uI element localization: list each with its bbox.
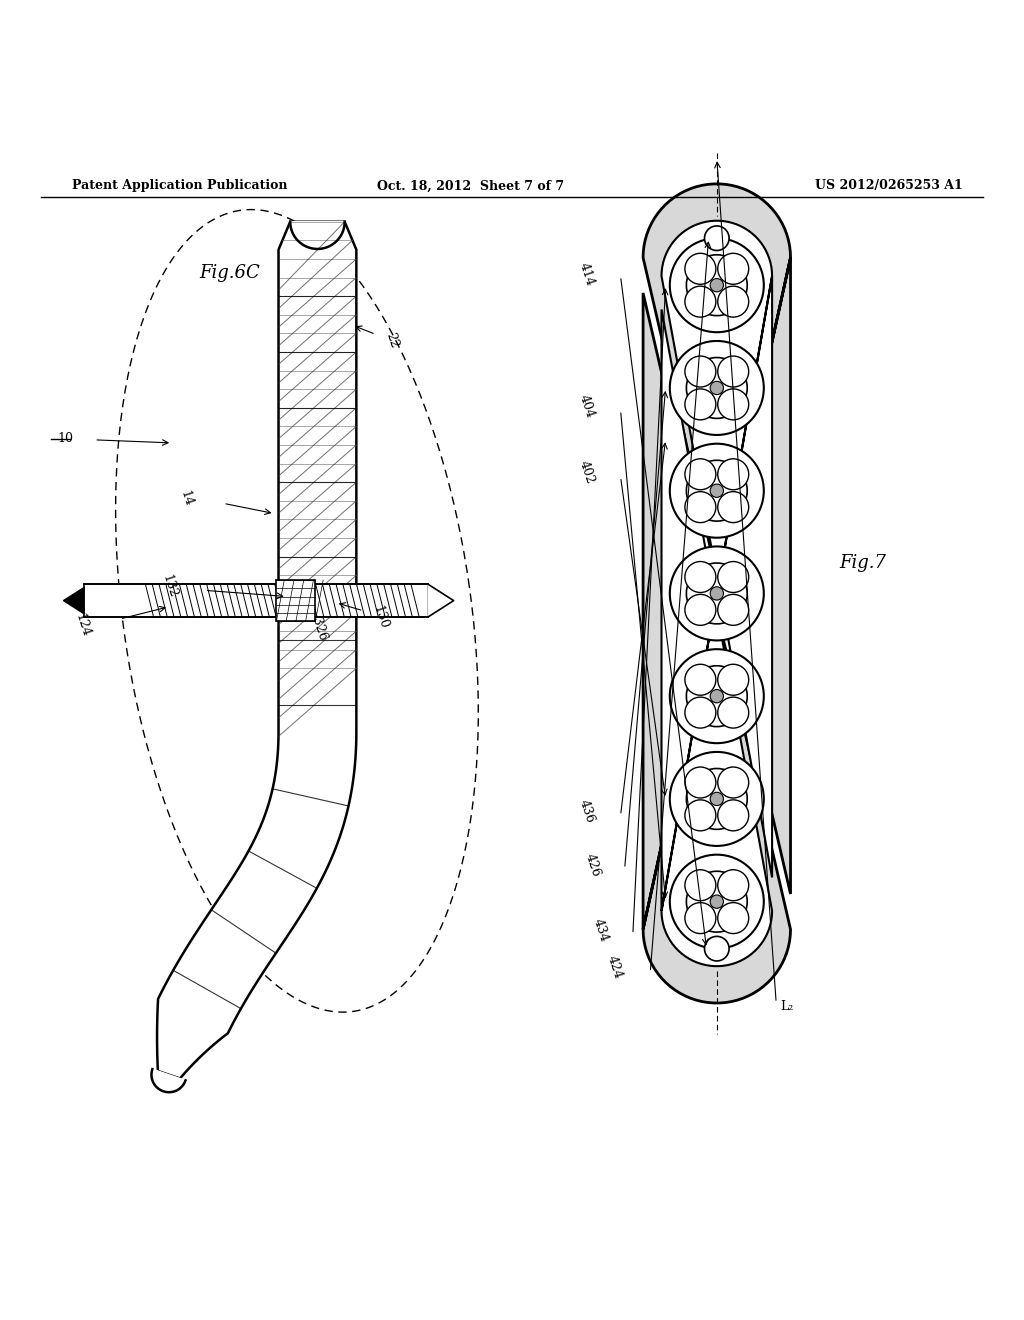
Circle shape <box>670 854 764 949</box>
Circle shape <box>718 697 749 729</box>
Circle shape <box>711 587 723 601</box>
Circle shape <box>685 459 716 490</box>
Text: US 2012/0265253 A1: US 2012/0265253 A1 <box>815 180 963 193</box>
Polygon shape <box>157 222 356 1078</box>
Circle shape <box>718 253 749 284</box>
Circle shape <box>711 792 723 805</box>
Text: 434: 434 <box>591 917 610 944</box>
Circle shape <box>711 689 723 702</box>
Circle shape <box>705 226 729 251</box>
Circle shape <box>711 381 723 395</box>
Circle shape <box>705 936 729 961</box>
Circle shape <box>718 903 749 933</box>
Circle shape <box>685 903 716 933</box>
Circle shape <box>686 564 748 624</box>
Circle shape <box>686 665 748 726</box>
Text: 14: 14 <box>177 488 195 508</box>
Circle shape <box>718 561 749 593</box>
Text: 414: 414 <box>578 260 597 288</box>
Circle shape <box>686 871 748 932</box>
Text: Fig.7: Fig.7 <box>840 553 887 572</box>
Circle shape <box>670 649 764 743</box>
Polygon shape <box>63 587 84 614</box>
Text: 402: 402 <box>578 459 597 486</box>
Circle shape <box>685 870 716 900</box>
Polygon shape <box>290 222 345 249</box>
Bar <box>84 585 428 616</box>
Circle shape <box>718 870 749 900</box>
Circle shape <box>686 461 748 521</box>
Circle shape <box>685 664 716 696</box>
Text: 326: 326 <box>309 616 329 643</box>
Circle shape <box>685 491 716 523</box>
Circle shape <box>711 484 723 498</box>
Text: 132: 132 <box>160 573 179 599</box>
Circle shape <box>670 238 764 333</box>
Circle shape <box>686 358 748 418</box>
Circle shape <box>718 491 749 523</box>
Circle shape <box>685 286 716 317</box>
Text: L₂: L₂ <box>780 999 794 1012</box>
Circle shape <box>686 768 748 829</box>
Circle shape <box>718 459 749 490</box>
Circle shape <box>711 279 723 292</box>
Circle shape <box>685 356 716 387</box>
Text: 22: 22 <box>383 331 400 350</box>
Text: Oct. 18, 2012  Sheet 7 of 7: Oct. 18, 2012 Sheet 7 of 7 <box>378 180 564 193</box>
Circle shape <box>718 800 749 830</box>
Circle shape <box>685 767 716 799</box>
Circle shape <box>718 389 749 420</box>
Circle shape <box>670 341 764 436</box>
Text: 426: 426 <box>583 851 602 878</box>
Circle shape <box>685 800 716 830</box>
Polygon shape <box>643 183 791 1003</box>
Text: 424: 424 <box>605 954 625 981</box>
Circle shape <box>711 895 723 908</box>
Circle shape <box>718 664 749 696</box>
Circle shape <box>685 389 716 420</box>
Text: Fig.6C: Fig.6C <box>200 264 260 282</box>
Polygon shape <box>428 585 454 616</box>
Circle shape <box>670 546 764 640</box>
Circle shape <box>685 561 716 593</box>
Circle shape <box>718 594 749 626</box>
Text: 404: 404 <box>578 392 597 420</box>
Circle shape <box>670 444 764 537</box>
Bar <box>276 579 315 622</box>
Circle shape <box>670 752 764 846</box>
Circle shape <box>685 594 716 626</box>
Text: 124: 124 <box>73 612 92 639</box>
Polygon shape <box>662 220 772 966</box>
Circle shape <box>685 697 716 729</box>
Polygon shape <box>152 1069 185 1092</box>
Circle shape <box>685 253 716 284</box>
Text: 436: 436 <box>578 799 597 825</box>
Circle shape <box>686 255 748 315</box>
Circle shape <box>718 286 749 317</box>
Circle shape <box>718 356 749 387</box>
Text: 10: 10 <box>57 433 74 445</box>
Text: Patent Application Publication: Patent Application Publication <box>72 180 287 193</box>
Text: 130: 130 <box>371 603 390 631</box>
Circle shape <box>718 767 749 799</box>
